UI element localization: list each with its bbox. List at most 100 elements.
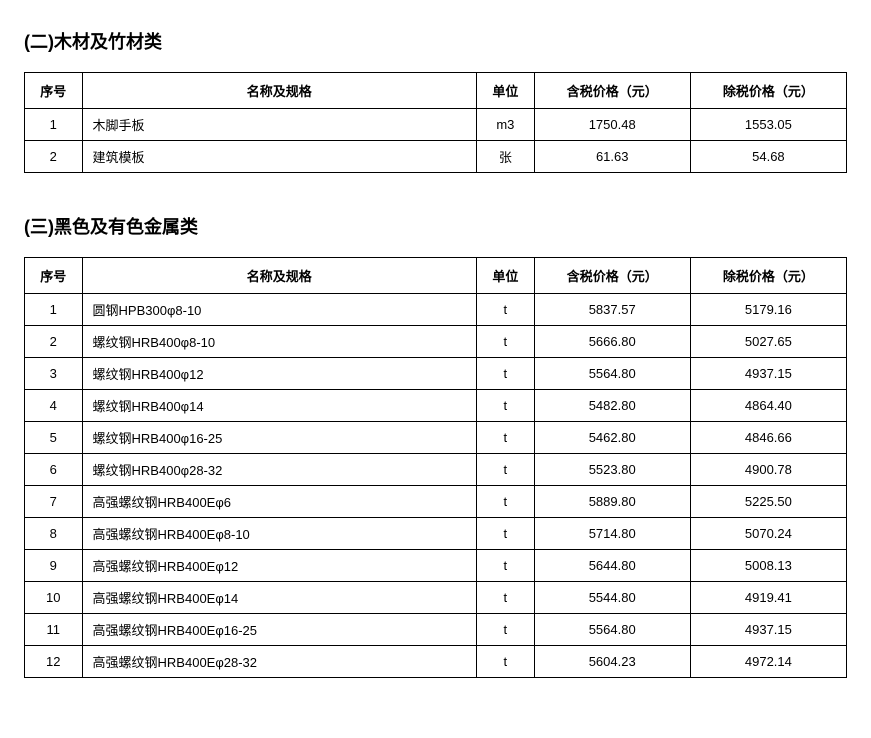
table-row: 11高强螺纹钢HRB400Eφ16-25t5564.804937.15 [25, 614, 847, 646]
header-name: 名称及规格 [82, 258, 477, 294]
cell-price-notax: 4900.78 [690, 454, 846, 486]
cell-price-tax: 5482.80 [534, 390, 690, 422]
table-row: 1木脚手板m31750.481553.05 [25, 109, 847, 141]
cell-price-notax: 4864.40 [690, 390, 846, 422]
cell-price-notax: 5179.16 [690, 294, 846, 326]
table-header-row: 序号 名称及规格 单位 含税价格（元） 除税价格（元） [25, 73, 847, 109]
cell-seq: 9 [25, 550, 83, 582]
cell-unit: t [477, 390, 535, 422]
header-seq: 序号 [25, 258, 83, 294]
table-row: 7高强螺纹钢HRB400Eφ6t5889.805225.50 [25, 486, 847, 518]
cell-seq: 3 [25, 358, 83, 390]
cell-seq: 6 [25, 454, 83, 486]
cell-seq: 11 [25, 614, 83, 646]
cell-seq: 7 [25, 486, 83, 518]
cell-name: 高强螺纹钢HRB400Eφ6 [82, 486, 477, 518]
cell-price-notax: 4937.15 [690, 614, 846, 646]
table-row: 4螺纹钢HRB400φ14t5482.804864.40 [25, 390, 847, 422]
cell-price-notax: 4937.15 [690, 358, 846, 390]
table-row: 2螺纹钢HRB400φ8-10t5666.805027.65 [25, 326, 847, 358]
table-row: 6螺纹钢HRB400φ28-32t5523.804900.78 [25, 454, 847, 486]
cell-price-notax: 5027.65 [690, 326, 846, 358]
cell-price-tax: 5604.23 [534, 646, 690, 678]
table-row: 3螺纹钢HRB400φ12t5564.804937.15 [25, 358, 847, 390]
cell-unit: t [477, 454, 535, 486]
cell-unit: t [477, 294, 535, 326]
cell-name: 螺纹钢HRB400φ28-32 [82, 454, 477, 486]
header-unit: 单位 [477, 73, 535, 109]
cell-price-tax: 1750.48 [534, 109, 690, 141]
cell-seq: 8 [25, 518, 83, 550]
cell-unit: 张 [477, 141, 535, 173]
cell-unit: t [477, 422, 535, 454]
cell-unit: t [477, 614, 535, 646]
section2-table: 序号 名称及规格 单位 含税价格（元） 除税价格（元） 1圆钢HPB300φ8-… [24, 257, 847, 678]
cell-seq: 2 [25, 141, 83, 173]
cell-price-notax: 5225.50 [690, 486, 846, 518]
table-row: 10高强螺纹钢HRB400Eφ14t5544.804919.41 [25, 582, 847, 614]
cell-name: 高强螺纹钢HRB400Eφ16-25 [82, 614, 477, 646]
cell-price-notax: 54.68 [690, 141, 846, 173]
cell-name: 高强螺纹钢HRB400Eφ12 [82, 550, 477, 582]
cell-price-notax: 1553.05 [690, 109, 846, 141]
cell-price-notax: 4846.66 [690, 422, 846, 454]
cell-price-notax: 5008.13 [690, 550, 846, 582]
cell-unit: t [477, 486, 535, 518]
cell-seq: 5 [25, 422, 83, 454]
cell-unit: t [477, 646, 535, 678]
cell-unit: t [477, 518, 535, 550]
cell-seq: 1 [25, 294, 83, 326]
cell-unit: t [477, 550, 535, 582]
cell-name: 圆钢HPB300φ8-10 [82, 294, 477, 326]
header-unit: 单位 [477, 258, 535, 294]
cell-price-tax: 5714.80 [534, 518, 690, 550]
cell-unit: t [477, 358, 535, 390]
cell-price-tax: 5523.80 [534, 454, 690, 486]
cell-price-tax: 5564.80 [534, 614, 690, 646]
cell-price-tax: 5644.80 [534, 550, 690, 582]
cell-name: 螺纹钢HRB400φ8-10 [82, 326, 477, 358]
cell-name: 高强螺纹钢HRB400Eφ14 [82, 582, 477, 614]
cell-price-tax: 5462.80 [534, 422, 690, 454]
cell-name: 高强螺纹钢HRB400Eφ28-32 [82, 646, 477, 678]
cell-seq: 4 [25, 390, 83, 422]
cell-seq: 1 [25, 109, 83, 141]
cell-unit: m3 [477, 109, 535, 141]
cell-seq: 10 [25, 582, 83, 614]
table-row: 8高强螺纹钢HRB400Eφ8-10t5714.805070.24 [25, 518, 847, 550]
table-row: 1圆钢HPB300φ8-10t5837.575179.16 [25, 294, 847, 326]
cell-name: 螺纹钢HRB400φ12 [82, 358, 477, 390]
cell-unit: t [477, 582, 535, 614]
cell-price-notax: 4972.14 [690, 646, 846, 678]
section1-table: 序号 名称及规格 单位 含税价格（元） 除税价格（元） 1木脚手板m31750.… [24, 72, 847, 173]
cell-seq: 2 [25, 326, 83, 358]
cell-name: 建筑模板 [82, 141, 477, 173]
header-name: 名称及规格 [82, 73, 477, 109]
header-seq: 序号 [25, 73, 83, 109]
cell-price-tax: 5889.80 [534, 486, 690, 518]
section2-title: (三)黑色及有色金属类 [24, 213, 847, 239]
table-row: 9高强螺纹钢HRB400Eφ12t5644.805008.13 [25, 550, 847, 582]
table-row: 5螺纹钢HRB400φ16-25t5462.804846.66 [25, 422, 847, 454]
header-price-notax: 除税价格（元） [690, 258, 846, 294]
cell-name: 螺纹钢HRB400φ16-25 [82, 422, 477, 454]
table-row: 12高强螺纹钢HRB400Eφ28-32t5604.234972.14 [25, 646, 847, 678]
header-price-tax: 含税价格（元） [534, 258, 690, 294]
cell-price-tax: 5666.80 [534, 326, 690, 358]
cell-name: 螺纹钢HRB400φ14 [82, 390, 477, 422]
header-price-tax: 含税价格（元） [534, 73, 690, 109]
cell-price-tax: 5564.80 [534, 358, 690, 390]
cell-price-notax: 4919.41 [690, 582, 846, 614]
section1-title: (二)木材及竹材类 [24, 28, 847, 54]
cell-price-tax: 5837.57 [534, 294, 690, 326]
table-header-row: 序号 名称及规格 单位 含税价格（元） 除税价格（元） [25, 258, 847, 294]
cell-name: 木脚手板 [82, 109, 477, 141]
cell-price-tax: 5544.80 [534, 582, 690, 614]
cell-name: 高强螺纹钢HRB400Eφ8-10 [82, 518, 477, 550]
cell-unit: t [477, 326, 535, 358]
cell-price-tax: 61.63 [534, 141, 690, 173]
cell-seq: 12 [25, 646, 83, 678]
table-row: 2建筑模板张61.6354.68 [25, 141, 847, 173]
cell-price-notax: 5070.24 [690, 518, 846, 550]
header-price-notax: 除税价格（元） [690, 73, 846, 109]
